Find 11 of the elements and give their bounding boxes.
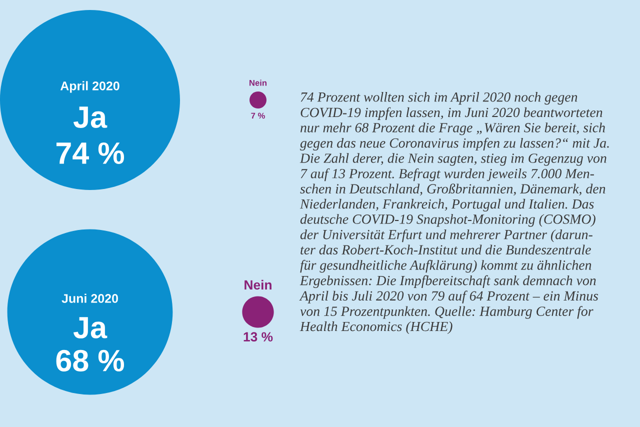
data-label: 7 % [251, 112, 265, 119]
text: 74 Prozent wollten sich im April 2020 noch gegen COVID-19 impfen lassen, im Juni 2020 beantworteten nur mehr 68 Prozent die Frage „Wären Sie bereit, sich gegen das neue Coronavirus impfen zu lassen?“ mit Ja. Die Zahl derer, die Nein sagten, stieg im Gegenzug von 7 auf 13 Prozent. Befragt wurden jeweils 7.000 Men- schen in Deutschland, Großbritannien, Dänemark, den Niederlanden, Frankreich, Portugal und Italien. Das deutsche COVID-19 Snapshot-Monitoring (COSMO) der Universität Erfurt und mehrerer Partner (darun- ter das Robert-Koch-Institut und die Bundeszentrale für gesundheitliche Aufklärung) kommt zu ähnlichen Ergebnissen: Die Impfbereitschaft sank demnach von April bis Juli 2020 von 79 auf 64 Prozent – ein Minus von 15 Prozentpunkten. Quelle: Hamburg Center for Health Economics (HCHE) [299, 92, 609, 334]
data-label: 68 % [56, 350, 124, 372]
data-label: 13 % [244, 332, 273, 342]
data-label: 74 % [56, 142, 124, 164]
category-label: Ja [73, 317, 108, 338]
category-label: Nein [250, 80, 267, 86]
text: April 2020 [60, 81, 120, 93]
text: Juni 2020 [62, 294, 118, 303]
category-label: Nein [244, 280, 272, 290]
category-label: Ja [73, 106, 108, 128]
